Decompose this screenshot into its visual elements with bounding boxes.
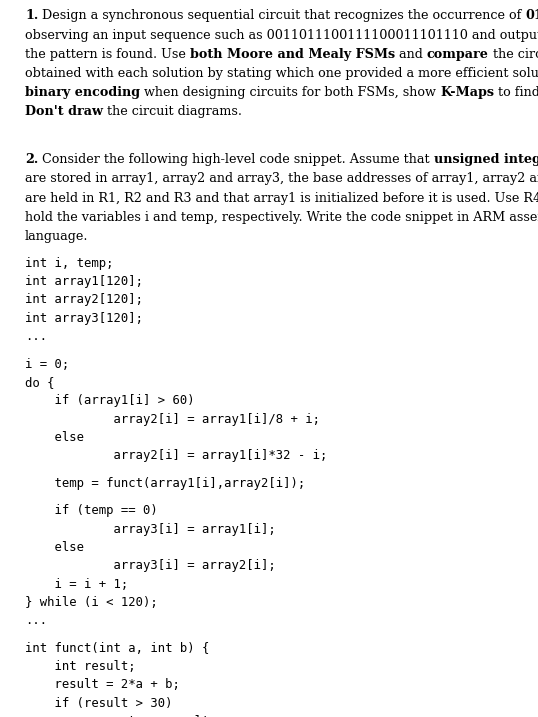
Text: i = 0;: i = 0; — [25, 358, 69, 371]
Text: else: else — [25, 541, 84, 554]
Text: int array2[120];: int array2[120]; — [25, 293, 143, 306]
Text: unsigned integer: unsigned integer — [434, 153, 538, 166]
Text: int result;: int result; — [25, 660, 136, 673]
Text: else: else — [25, 431, 84, 444]
Text: ...: ... — [25, 330, 47, 343]
Text: if (temp == 0): if (temp == 0) — [25, 504, 158, 517]
Text: language.: language. — [25, 230, 88, 243]
Text: observing an input sequence such as 0011011100111100011101110 and outputs 1 when: observing an input sequence such as 0011… — [25, 29, 538, 42]
Text: array2[i] = array1[i]/8 + i;: array2[i] = array1[i]/8 + i; — [25, 412, 320, 425]
Text: ...: ... — [25, 614, 47, 627]
Text: the circuit diagrams.: the circuit diagrams. — [103, 105, 242, 118]
Text: if (result > 30): if (result > 30) — [25, 697, 173, 710]
Text: binary encoding: binary encoding — [25, 86, 140, 99]
Text: int array3[120];: int array3[120]; — [25, 312, 143, 325]
Text: are stored in array1, array2 and array3, the base addresses of array1, array2 an: are stored in array1, array2 and array3,… — [25, 172, 538, 186]
Text: hold the variables i and temp, respectively. Write the code snippet in ARM assem: hold the variables i and temp, respectiv… — [25, 211, 538, 224]
Text: when designing circuits for both FSMs, show: when designing circuits for both FSMs, s… — [140, 86, 440, 99]
Text: array3[i] = array1[i];: array3[i] = array1[i]; — [25, 523, 276, 536]
Text: 2.: 2. — [25, 153, 38, 166]
Text: the pattern is found. Use: the pattern is found. Use — [25, 48, 190, 61]
Text: to find: to find — [494, 86, 538, 99]
Text: Consider the following high-level code snippet. Assume that: Consider the following high-level code s… — [38, 153, 434, 166]
Text: are held in R1, R2 and R3 and that array1 is initialized before it is used. Use : are held in R1, R2 and R3 and that array… — [25, 191, 538, 204]
Text: array3[i] = array2[i];: array3[i] = array2[i]; — [25, 559, 276, 572]
Text: Design a synchronous sequential circuit that recognizes the occurrence of: Design a synchronous sequential circuit … — [38, 9, 526, 22]
Text: int i, temp;: int i, temp; — [25, 257, 114, 270]
Text: do {: do { — [25, 376, 54, 389]
Text: i = i + 1;: i = i + 1; — [25, 577, 128, 591]
Text: if (array1[i] > 60): if (array1[i] > 60) — [25, 394, 195, 407]
Text: both Moore and Mealy FSMs: both Moore and Mealy FSMs — [190, 48, 395, 61]
Text: the circuits you: the circuits you — [489, 48, 538, 61]
Text: } while (i < 120);: } while (i < 120); — [25, 596, 158, 609]
Text: and: and — [395, 48, 427, 61]
Text: 01110: 01110 — [526, 9, 538, 22]
Text: Don't draw: Don't draw — [25, 105, 103, 118]
Text: compare: compare — [427, 48, 489, 61]
Text: 1.: 1. — [25, 9, 38, 22]
Text: int array1[120];: int array1[120]; — [25, 275, 143, 288]
Text: K-Maps: K-Maps — [440, 86, 494, 99]
Text: temp = funct(array1[i],array2[i]);: temp = funct(array1[i],array2[i]); — [25, 477, 305, 490]
Text: result = 2*a + b;: result = 2*a + b; — [25, 678, 180, 691]
Text: return result;: return result; — [25, 715, 217, 717]
Text: obtained with each solution by stating which one provided a more efficient solut: obtained with each solution by stating w… — [25, 67, 538, 80]
Text: array2[i] = array1[i]*32 - i;: array2[i] = array1[i]*32 - i; — [25, 449, 328, 462]
Text: int funct(int a, int b) {: int funct(int a, int b) { — [25, 642, 209, 655]
